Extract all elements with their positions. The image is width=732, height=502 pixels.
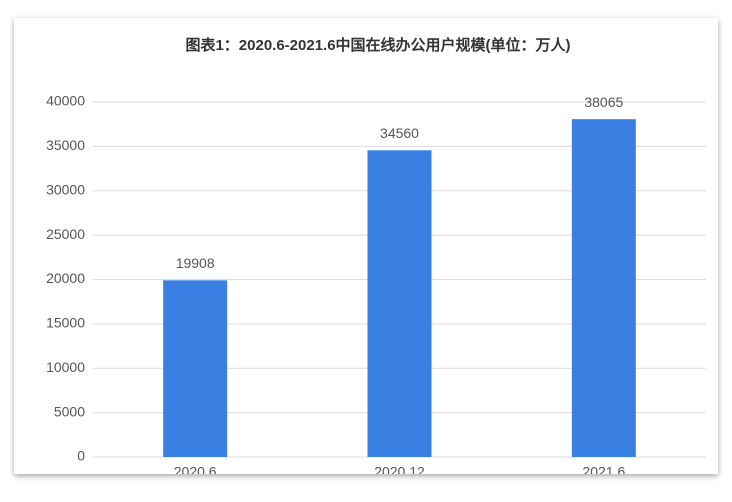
data-label: 38065 (584, 94, 623, 110)
chart-title: 图表1：2020.6-2021.6中国在线办公用户规模(单位：万人) (185, 36, 570, 54)
y-tick-label: 15000 (46, 315, 85, 331)
y-tick-label: 35000 (46, 137, 85, 153)
x-tick-label: 2020.12 (374, 464, 425, 480)
y-tick-label: 30000 (46, 181, 85, 197)
y-tick-label: 25000 (46, 226, 85, 242)
y-tick-label: 40000 (46, 93, 85, 109)
y-tick-label: 10000 (46, 359, 85, 375)
plot: 0 5000 10000 15000 20000 25000 30000 35000 40000… (46, 93, 706, 480)
x-tick-label: 2020.6 (174, 464, 217, 480)
y-tick-label: 20000 (46, 270, 85, 286)
data-label: 34560 (380, 125, 419, 141)
y-tick-label: 5000 (54, 403, 85, 419)
y-tick-label: 0 (77, 448, 85, 464)
bar (571, 119, 636, 457)
bar (367, 150, 432, 457)
x-tick-label: 2021.6 (582, 464, 625, 480)
data-label: 19908 (176, 255, 215, 271)
bar (163, 280, 228, 457)
